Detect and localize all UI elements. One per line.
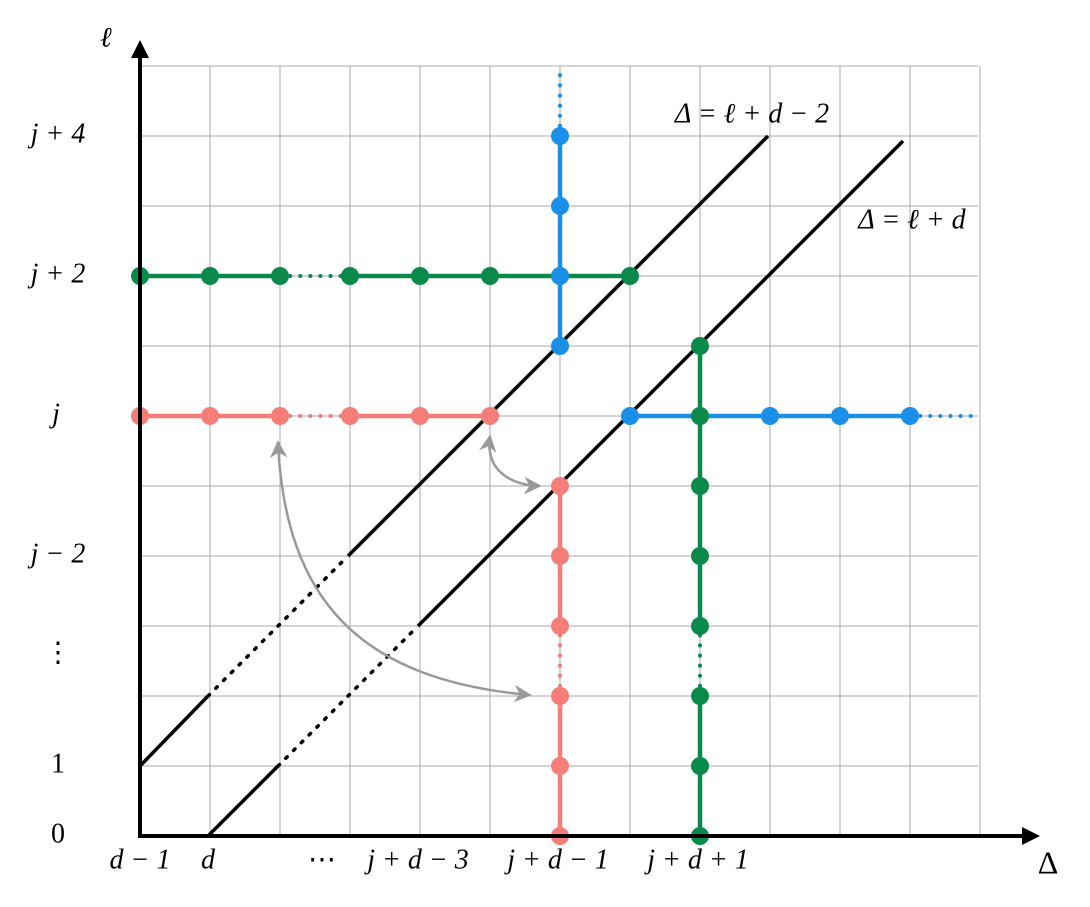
y-label: ⋮ <box>44 637 72 668</box>
node <box>691 757 709 775</box>
arrows <box>269 434 542 703</box>
node <box>691 547 709 565</box>
node <box>691 477 709 495</box>
y-label: 0 <box>51 818 65 849</box>
x-label: d <box>201 844 216 875</box>
arrow <box>269 440 532 703</box>
node <box>691 407 709 425</box>
node <box>691 617 709 635</box>
line-label: Δ = ℓ + d − 2 <box>674 98 829 129</box>
node <box>831 407 849 425</box>
arrow <box>479 434 542 495</box>
node <box>551 687 569 705</box>
node <box>621 407 639 425</box>
node <box>901 407 919 425</box>
diagonal-2 <box>416 139 905 628</box>
node <box>481 407 499 425</box>
y-label: j + 4 <box>28 118 86 149</box>
y-label: j − 2 <box>28 538 86 569</box>
node <box>761 407 779 425</box>
node <box>201 267 219 285</box>
node <box>551 757 569 775</box>
node <box>411 407 429 425</box>
node <box>551 127 569 145</box>
diagonal-1 <box>138 694 210 768</box>
node <box>551 617 569 635</box>
x-labels: d − 1 d ⋯ j + d − 3 j + d − 1 j + d + 1 <box>110 844 749 875</box>
diagonal-2 <box>206 764 280 838</box>
line-label: Δ = ℓ + d <box>857 204 966 235</box>
x-label: j + d − 3 <box>364 844 469 875</box>
node <box>691 687 709 705</box>
y-labels: j + 4 j + 2 j j − 2 ⋮ 1 0 <box>28 118 86 849</box>
node <box>411 267 429 285</box>
node <box>621 267 639 285</box>
x-axis-label: Δ <box>1038 844 1059 880</box>
node <box>551 267 569 285</box>
node <box>551 197 569 215</box>
node <box>271 407 289 425</box>
x-label: j + d − 1 <box>504 844 609 875</box>
node <box>691 337 709 355</box>
node <box>271 267 289 285</box>
y-label: 1 <box>51 748 65 779</box>
node <box>551 547 569 565</box>
node <box>551 477 569 495</box>
node <box>341 267 359 285</box>
x-arrowhead <box>1022 827 1040 845</box>
x-label: d − 1 <box>110 844 171 875</box>
y-label: j + 2 <box>28 258 86 289</box>
y-axis-label: ℓ <box>100 22 112 53</box>
y-label: j <box>49 398 60 429</box>
x-label: j + d + 1 <box>644 844 749 875</box>
node <box>201 407 219 425</box>
node <box>481 267 499 285</box>
y-arrowhead <box>131 40 149 58</box>
node <box>551 337 569 355</box>
node <box>341 407 359 425</box>
axes <box>138 50 1030 838</box>
x-label: ⋯ <box>308 844 336 875</box>
paths <box>131 70 977 845</box>
